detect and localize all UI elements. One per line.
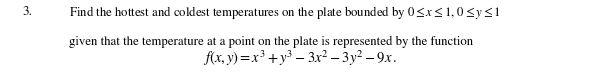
Text: $f(x,y) = x^3 + y^3 - 3x^2 - 3y^2 - 9x\,.$: $f(x,y) = x^3 + y^3 - 3x^2 - 3y^2 - 9x\,… (202, 48, 397, 68)
Text: 3.: 3. (23, 6, 32, 18)
Text: Find the hottest and coldest temperatures on the plate bounded by $0 \leq x \leq: Find the hottest and coldest temperature… (69, 4, 501, 21)
Text: given that the temperature at a point on the plate is represented by the functio: given that the temperature at a point on… (69, 36, 473, 48)
